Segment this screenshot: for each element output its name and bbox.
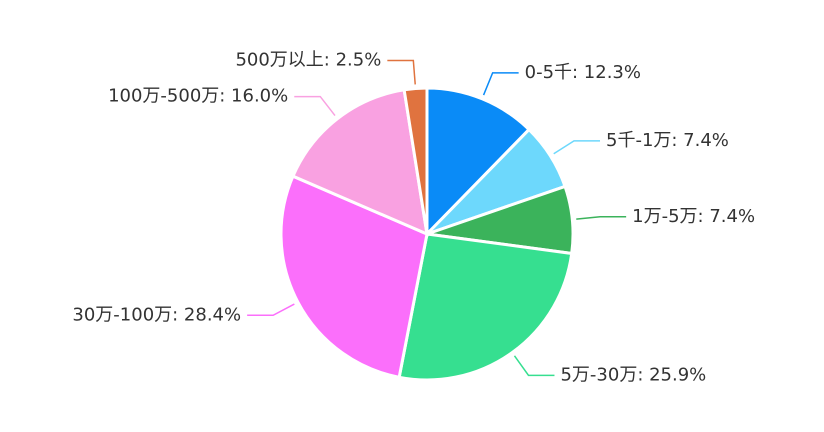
- leader-line: [247, 303, 295, 317]
- slice-label: 500万以上: 2.5%: [235, 50, 381, 71]
- pie-slice: [290, 88, 429, 237]
- slice-label: 0-5千: 12.3%: [525, 62, 641, 83]
- slice-label: 30万-100万: 28.4%: [72, 304, 241, 325]
- leader-line: [387, 59, 416, 85]
- slice-label: 5万-30万: 25.9%: [560, 364, 706, 385]
- pie-slice: [279, 174, 429, 380]
- slice-label: 5千-1万: 7.4%: [606, 130, 729, 151]
- slice-label: 1万-5万: 7.4%: [632, 206, 755, 227]
- leader-line: [482, 72, 519, 96]
- leader-line: [576, 216, 627, 220]
- leader-line: [294, 95, 336, 116]
- leader-line: [513, 355, 555, 377]
- slice-label: 100万-500万: 16.0%: [108, 86, 288, 107]
- pie-slice: [402, 86, 429, 235]
- pie-slice: [425, 86, 532, 238]
- pie-slice: [397, 232, 574, 382]
- leader-line: [553, 140, 601, 155]
